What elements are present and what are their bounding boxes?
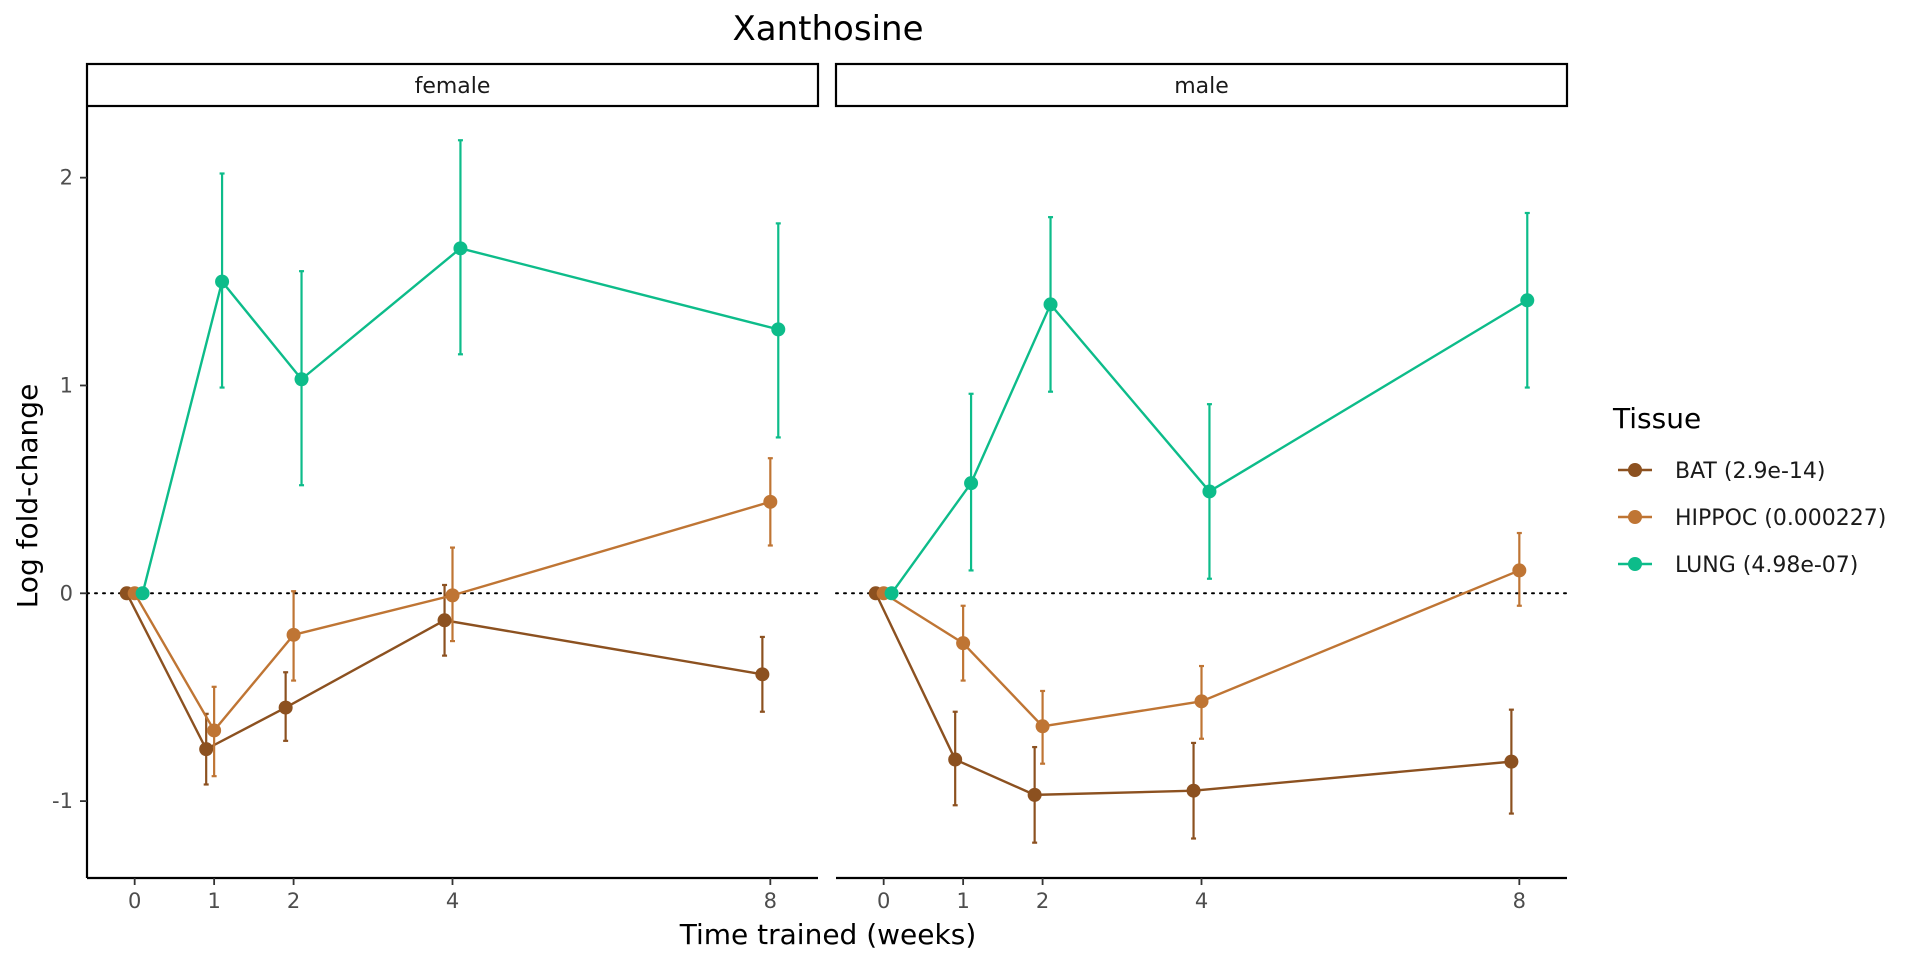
data-point — [286, 627, 301, 642]
x-axis-title: Time trained (weeks) — [679, 918, 977, 951]
data-point — [884, 586, 899, 601]
y-tick-label: 1 — [60, 373, 73, 397]
series-lung — [135, 139, 786, 601]
data-point — [1504, 754, 1519, 769]
legend-label: HIPPOC (0.000227) — [1675, 506, 1886, 531]
data-point — [964, 476, 979, 491]
data-point — [437, 613, 452, 628]
legend-title: Tissue — [1612, 402, 1701, 435]
data-point — [1194, 694, 1209, 709]
series-hippoc — [876, 531, 1527, 765]
data-point — [1035, 719, 1050, 734]
data-point — [1027, 787, 1042, 802]
data-point — [453, 241, 468, 256]
x-tick-label: 8 — [764, 889, 777, 913]
series-lung — [884, 211, 1535, 601]
data-point — [1043, 297, 1058, 312]
x-tick-label: 1 — [956, 889, 969, 913]
data-point — [278, 700, 293, 715]
data-point — [294, 372, 309, 387]
data-point — [135, 586, 150, 601]
data-point — [199, 742, 214, 757]
x-tick-label: 8 — [1513, 889, 1526, 913]
x-tick-label: 0 — [128, 889, 141, 913]
y-tick-label: 2 — [60, 166, 73, 190]
legend-item-hippoc: HIPPOC (0.000227) — [1618, 506, 1886, 531]
data-point — [755, 667, 770, 682]
series-hippoc — [127, 457, 778, 778]
panel-female: female 0 1 2 4 8 -1 0 1 2 — [52, 62, 820, 913]
data-point — [771, 322, 786, 337]
data-point — [1520, 293, 1535, 308]
y-tick-label: -1 — [52, 789, 73, 813]
legend-label: BAT (2.9e-14) — [1675, 459, 1826, 484]
legend-key-point — [1628, 463, 1642, 477]
data-point — [207, 723, 222, 738]
data-point — [956, 636, 971, 651]
facet-strip — [834, 62, 1569, 108]
legend-label: LUNG (4.98e-07) — [1675, 553, 1858, 578]
data-point — [1186, 783, 1201, 798]
y-axis-title: Log fold-change — [11, 384, 44, 609]
facet-strip-label: female — [415, 74, 491, 99]
data-point — [948, 752, 963, 767]
x-tick-label: 1 — [207, 889, 220, 913]
legend-key-point — [1628, 557, 1642, 571]
legend-items: BAT (2.9e-14) HIPPOC (0.000227) LUNG (4.98… — [1618, 459, 1886, 578]
data-point — [1512, 563, 1527, 578]
series-bat — [868, 586, 1519, 844]
x-tick-label: 0 — [877, 889, 890, 913]
x-tick-label: 4 — [1195, 889, 1208, 913]
panel-male: male 0 1 2 4 8 — [834, 62, 1569, 913]
data-point — [215, 274, 230, 289]
y-tick-label: 0 — [60, 581, 73, 605]
x-tick-label: 2 — [1036, 889, 1049, 913]
x-tick-label: 2 — [287, 889, 300, 913]
x-tick-label: 4 — [446, 889, 459, 913]
legend: Tissue BAT (2.9e-14) HIPPOC (0.000227) LUN… — [1612, 402, 1886, 578]
facet-strip — [85, 62, 820, 108]
data-point — [763, 494, 778, 509]
panels: female 0 1 2 4 8 -1 0 1 2 male 0 1 2 4 8 — [52, 62, 1569, 913]
chart-title: Xanthosine — [733, 9, 924, 49]
facet-strip-label: male — [1174, 74, 1229, 99]
legend-item-lung: LUNG (4.98e-07) — [1618, 553, 1858, 578]
data-point — [445, 588, 460, 603]
data-point — [1202, 484, 1217, 499]
legend-item-bat: BAT (2.9e-14) — [1618, 459, 1826, 484]
series-bat — [119, 583, 770, 786]
legend-key-point — [1628, 510, 1642, 524]
